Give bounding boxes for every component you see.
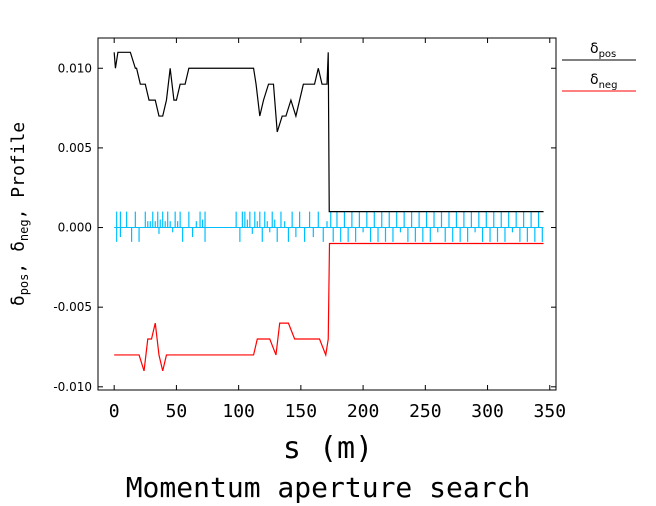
delta-series: [113, 51, 544, 372]
x-tick-label: 350: [534, 401, 567, 422]
y-tick-label: -0.010: [53, 380, 92, 394]
profile-series: [114, 211, 544, 242]
x-tick-label: 0: [109, 401, 120, 422]
x-tick-label: 300: [471, 401, 504, 422]
y-label-sub-neg: neg: [17, 219, 31, 241]
y-axis-label: δpos, δneg, Profile: [8, 122, 31, 306]
x-tick-label: 150: [285, 401, 318, 422]
x-axis-ticks: 0 50 100 150 200 250 300 350: [109, 38, 566, 422]
y-axis-ticks: 0.010 0.005 0.000 -0.005 -0.010: [53, 61, 556, 394]
y-tick-label: 0.005: [58, 141, 92, 155]
x-tick-label: 100: [222, 401, 255, 422]
y-label-sep: ,: [8, 252, 29, 274]
y-tick-label: 0.010: [58, 61, 92, 75]
plot-frame: [97, 37, 557, 391]
x-tick-label: 250: [409, 401, 442, 422]
x-axis-label: s (m): [283, 431, 373, 466]
x-tick-label: 50: [166, 401, 188, 422]
legend: δpos δneg: [562, 41, 636, 92]
delta-neg-line: [114, 242, 544, 372]
y-tick-label: 0.000: [58, 221, 92, 235]
legend-label-delta-pos: δpos: [590, 41, 616, 60]
y-label-tail: , Profile: [8, 122, 29, 220]
legend-label-delta-neg: δneg: [590, 72, 617, 91]
y-label-sub-pos: pos: [17, 274, 31, 296]
delta-pos-line: [113, 51, 544, 213]
chart-title: Momentum aperture search: [126, 471, 531, 504]
legend-item-delta-neg: δneg: [562, 72, 636, 92]
y-label-delta-2: δ: [8, 241, 29, 252]
y-tick-label: -0.005: [53, 300, 92, 314]
legend-item-delta-pos: δpos: [562, 41, 636, 61]
x-tick-label: 200: [347, 401, 380, 422]
y-label-delta-1: δ: [8, 295, 29, 306]
